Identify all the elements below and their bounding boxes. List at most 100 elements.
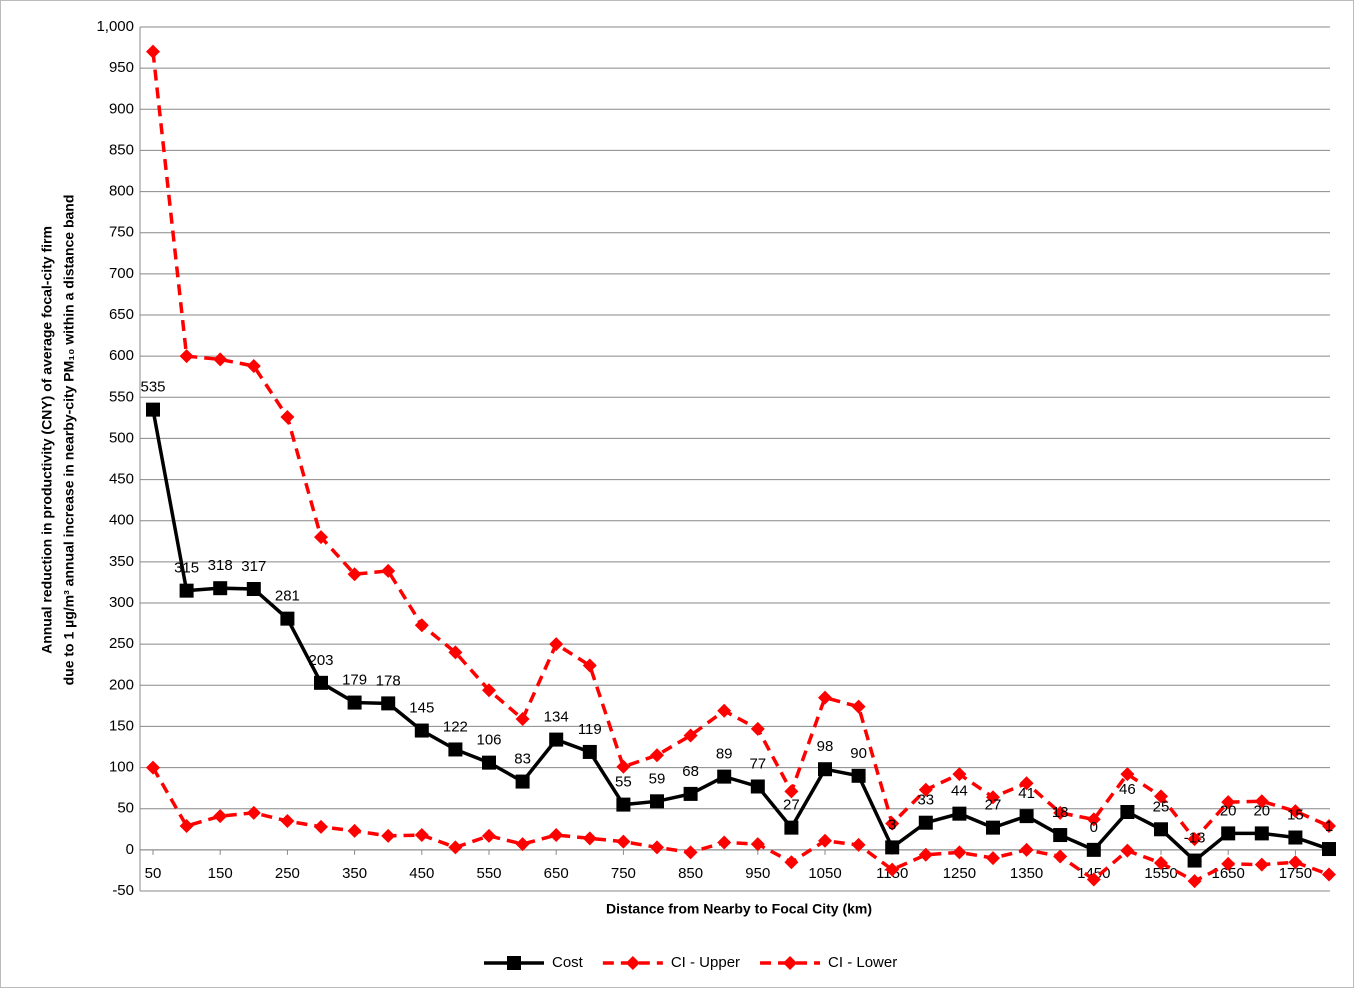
- data-label: 317: [241, 558, 266, 575]
- data-point: [381, 696, 396, 711]
- data-label: 0: [1090, 819, 1098, 836]
- data-point: [314, 530, 328, 545]
- x-tick-label: 950: [745, 865, 770, 882]
- data-label: 46: [1119, 781, 1136, 798]
- data-label: 98: [817, 738, 834, 755]
- data-label: 3: [888, 816, 896, 833]
- data-point: [213, 809, 228, 824]
- x-tick-label: 450: [409, 865, 434, 882]
- data-point: [146, 760, 160, 775]
- data-point: [482, 683, 496, 698]
- x-tick-label: 1350: [1010, 865, 1043, 882]
- data-point: [1288, 855, 1303, 870]
- data-point: [818, 690, 832, 705]
- data-point: [1053, 849, 1068, 864]
- data-point: [549, 828, 564, 843]
- data-point: [246, 805, 261, 820]
- data-point: [918, 815, 933, 830]
- data-point: [213, 581, 228, 596]
- data-label: 122: [443, 718, 468, 735]
- data-point: [1053, 805, 1068, 820]
- y-tick-label: 300: [109, 594, 134, 611]
- data-point: [717, 835, 732, 850]
- data-point: [347, 695, 362, 710]
- data-point: [1120, 843, 1135, 858]
- data-point: [818, 762, 832, 777]
- data-label: 315: [174, 560, 199, 577]
- data-point: [213, 352, 228, 367]
- y-tick-label: 750: [109, 224, 134, 241]
- x-tick-label: 250: [275, 865, 300, 882]
- y-tick-label: 150: [109, 717, 134, 734]
- data-point: [1187, 874, 1202, 889]
- legend-label: Cost: [552, 954, 584, 971]
- data-point: [515, 774, 530, 789]
- data-point: [246, 359, 261, 374]
- data-label: 134: [544, 709, 569, 726]
- data-point: [280, 814, 295, 829]
- data-label: 33: [917, 792, 934, 809]
- y-tick-label: 700: [109, 265, 134, 282]
- data-point: [952, 845, 967, 860]
- data-point: [818, 833, 832, 848]
- data-point: [582, 744, 597, 759]
- data-point: [381, 828, 396, 843]
- data-label: 59: [649, 770, 666, 787]
- data-label: 106: [476, 732, 501, 749]
- data-point: [885, 862, 900, 877]
- data-point: [885, 816, 900, 831]
- data-label: 68: [682, 763, 699, 780]
- data-point: [750, 779, 765, 794]
- data-point: [1019, 809, 1034, 824]
- x-tick-label: 1750: [1279, 865, 1312, 882]
- data-label: 77: [749, 755, 766, 772]
- legend-marker: [507, 956, 521, 970]
- legend-marker: [783, 956, 798, 970]
- data-point: [1288, 804, 1303, 819]
- data-point: [784, 855, 799, 870]
- data-label: 25: [1153, 798, 1170, 815]
- data-label: 18: [1052, 804, 1069, 821]
- data-point: [986, 820, 1000, 835]
- x-tick-label: 350: [342, 865, 367, 882]
- data-label: 145: [409, 700, 434, 717]
- x-tick-label: 550: [476, 865, 501, 882]
- data-label: 44: [951, 783, 968, 800]
- data-point: [1221, 826, 1236, 841]
- data-point: [347, 567, 362, 582]
- data-point: [1187, 832, 1202, 847]
- data-point: [750, 837, 765, 852]
- data-point: [482, 755, 496, 770]
- data-point: [381, 563, 396, 578]
- x-axis-label: Distance from Nearby to Focal City (km): [606, 901, 872, 917]
- data-label: 535: [140, 379, 165, 396]
- data-point: [549, 637, 564, 652]
- data-label: 27: [783, 797, 800, 814]
- data-point: [1154, 822, 1168, 837]
- y-tick-label: 400: [109, 512, 134, 529]
- data-point: [918, 847, 933, 862]
- data-label: 318: [208, 557, 233, 574]
- x-tick-label: 1250: [943, 865, 976, 882]
- data-point: [1019, 842, 1034, 857]
- data-label: 203: [308, 652, 333, 669]
- data-label: 55: [615, 774, 632, 791]
- data-point: [448, 645, 463, 660]
- data-point: [414, 723, 429, 738]
- data-point: [515, 837, 530, 852]
- y-tick-label: 600: [109, 347, 134, 364]
- series-line: [151, 51, 1330, 842]
- data-point: [1254, 826, 1269, 841]
- data-point: [1053, 828, 1068, 843]
- series-line: [151, 766, 1330, 884]
- data-point: [1120, 805, 1135, 820]
- x-tick-label: 150: [208, 865, 233, 882]
- y-tick-label: 50: [117, 800, 134, 817]
- y-tick-label: 550: [109, 388, 134, 405]
- data-point: [582, 831, 597, 846]
- y-tick-label: 100: [109, 759, 134, 776]
- data-label: 15: [1287, 806, 1304, 823]
- data-point: [448, 840, 463, 855]
- data-point: [549, 732, 564, 747]
